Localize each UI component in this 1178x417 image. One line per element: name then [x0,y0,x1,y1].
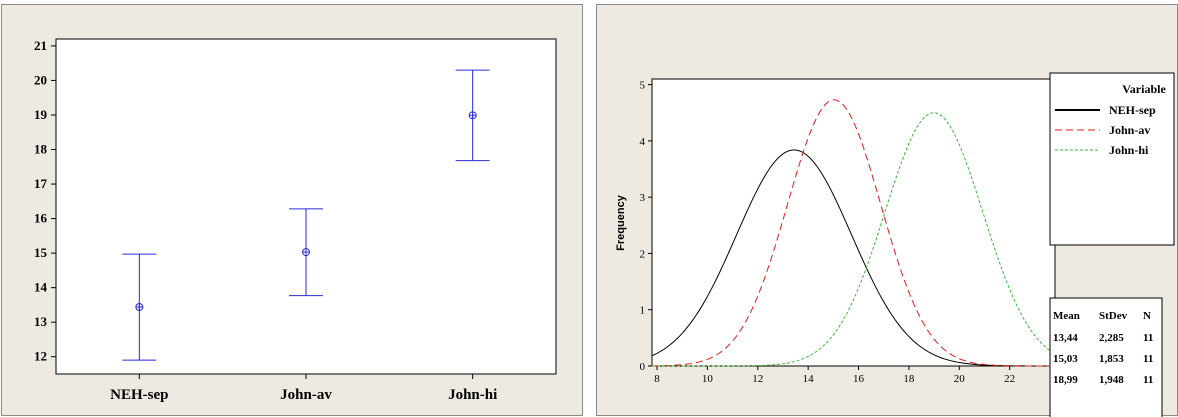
stats-cell: 15,03 [1053,353,1078,365]
y-tick-label: 1 [640,305,646,317]
y-tick-label: 3 [640,192,646,204]
y-tick-label: 18 [34,142,48,157]
y-tick-label: 5 [640,80,646,92]
stats-header: Mean [1053,310,1080,322]
stats-cell: 2,285 [1099,332,1124,344]
stats-table-box [1049,297,1163,417]
interval-plot: 12 13 14 15 16 17 18 19 20 21 NEH-sep John-av John-… [34,38,557,403]
legend-entry-label: John-av [1109,123,1150,137]
y-tick-label: 15 [34,245,48,260]
y-tick-label: 14 [34,280,48,295]
interval-plot-area [55,38,557,375]
distribution-plot-area [651,78,1056,367]
category-label: NEH-sep [110,387,168,403]
series-line-john-hi [652,112,1056,367]
stats-cell: 11 [1143,353,1153,365]
stats-header: StDev [1099,310,1128,322]
stats-cell: 1,853 [1099,353,1124,365]
stats-header: N [1143,310,1151,322]
y-tick-label: 17 [34,176,48,191]
x-tick-label: 20 [954,373,966,385]
category-label: John-av [280,387,332,403]
y-tick-label: 20 [34,72,47,87]
y-tick-label: 19 [34,107,48,122]
stats-cell: 18,99 [1053,374,1078,386]
x-tick-label: 14 [803,373,815,385]
x-tick-label: 8 [654,373,660,385]
x-tick-label: 18 [903,373,915,385]
stats-cell: 11 [1143,332,1153,344]
x-tick-label: 16 [853,373,865,385]
distribution-plot-panel: 8 10 12 14 16 18 20 22 0 1 2 3 4 5 Frequency Variable… [596,4,1178,417]
y-tick-label: 16 [34,211,48,226]
legend-title: Variable [1122,82,1166,96]
x-tick-label: 12 [752,373,763,385]
y-tick-label: 21 [34,38,47,53]
stats-cell: 13,44 [1053,332,1078,344]
stats-cell: 11 [1143,374,1153,386]
y-tick-label: 13 [34,314,48,329]
legend-entry-label: NEH-sep [1109,103,1156,117]
y-tick-label: 12 [34,349,47,364]
stats-cell: 1,948 [1099,374,1124,386]
legend-box [1049,72,1175,246]
series-line-john-av [651,99,1055,367]
interval-plot-panel: 12 13 14 15 16 17 18 19 20 21 NEH-sep John-av John-… [1,4,583,416]
x-tick-label: 22 [1004,373,1015,385]
y-tick-label: 0 [640,361,646,373]
y-axis-label: Frequency [615,194,627,251]
category-label: John-hi [448,387,497,403]
y-tick-label: 2 [640,248,646,260]
legend-entry-label: John-hi [1109,143,1149,157]
y-tick-label: 4 [640,136,646,148]
x-tick-label: 10 [702,373,714,385]
series-line-neh-sep [651,149,1055,367]
